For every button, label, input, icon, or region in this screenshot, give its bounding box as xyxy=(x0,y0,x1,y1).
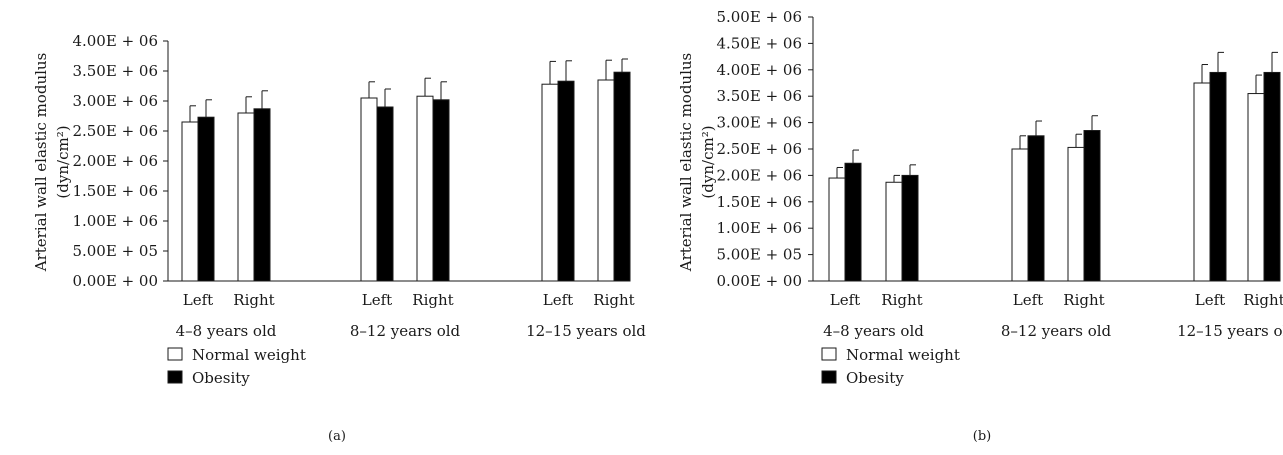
y-tick-label: 0.00E + 00 xyxy=(72,272,158,290)
y-tick-label: 5.00E + 05 xyxy=(72,242,158,260)
x-tick-label-left: Left xyxy=(362,291,392,309)
group-label: 4–8 years old xyxy=(176,322,277,340)
y-tick-label: 2.00E + 06 xyxy=(72,152,158,170)
y-tick-label: 3.50E + 06 xyxy=(72,62,158,80)
y-tick-label: 3.00E + 06 xyxy=(716,114,802,132)
y-tick-label: 4.00E + 06 xyxy=(716,61,802,79)
y-axis-unit: (dyn/cm²) xyxy=(699,125,717,198)
group-label: 12–15 years old xyxy=(526,322,646,340)
bar-normal-weight xyxy=(360,97,378,282)
group-label: 4–8 years old xyxy=(823,322,924,340)
bar-normal-weight xyxy=(1247,93,1265,282)
y-tick-label: 3.50E + 06 xyxy=(716,87,802,105)
y-tick-label: 1.50E + 06 xyxy=(716,193,802,211)
bar-obesity xyxy=(1083,130,1101,282)
y-tick-label: 1.50E + 06 xyxy=(72,182,158,200)
x-tick-label-left: Left xyxy=(1195,291,1225,309)
group-label: 8–12 years old xyxy=(350,322,461,340)
y-axis-label: Arterial wall elastic modulus xyxy=(32,53,50,273)
y-tick-label: 5.00E + 05 xyxy=(716,246,802,264)
legend-label-obesity: Obesity xyxy=(846,369,904,387)
bar-obesity xyxy=(1027,135,1045,282)
x-tick-label-right: Right xyxy=(233,291,274,309)
legend-label-normal-weight: Normal weight xyxy=(846,346,960,364)
y-tick-label: 5.00E + 06 xyxy=(716,8,802,26)
bar-normal-weight xyxy=(885,181,903,282)
bar-obesity xyxy=(197,116,215,282)
bar-obesity xyxy=(432,99,450,282)
bar-normal-weight xyxy=(541,83,559,282)
x-tick-label-left: Left xyxy=(830,291,860,309)
bar-normal-weight xyxy=(828,177,846,282)
x-tick-label-right: Right xyxy=(1063,291,1104,309)
bar-obesity xyxy=(1209,71,1227,282)
y-tick-label: 1.00E + 06 xyxy=(716,219,802,237)
group-label: 8–12 years old xyxy=(1001,322,1112,340)
y-tick-label: 2.00E + 06 xyxy=(716,166,802,184)
bar-normal-weight xyxy=(237,112,255,282)
x-tick-label-right: Right xyxy=(1243,291,1283,309)
panel-label: (b) xyxy=(973,429,991,444)
bar-obesity xyxy=(253,108,271,282)
bar-normal-weight xyxy=(1011,148,1029,282)
x-tick-label-left: Left xyxy=(543,291,573,309)
y-axis-label: Arterial wall elastic modulus xyxy=(677,53,695,273)
bar-obesity xyxy=(901,174,919,282)
bar-obesity xyxy=(844,162,862,282)
x-tick-label-right: Right xyxy=(881,291,922,309)
legend-swatch-obesity xyxy=(167,370,183,384)
y-tick-label: 1.00E + 06 xyxy=(72,212,158,230)
x-tick-label-right: Right xyxy=(412,291,453,309)
x-tick-label-left: Left xyxy=(183,291,213,309)
y-axis-unit: (dyn/cm²) xyxy=(54,125,72,198)
bar-obesity xyxy=(613,71,631,282)
y-tick-label: 3.00E + 06 xyxy=(72,92,158,110)
y-tick-label: 4.00E + 06 xyxy=(72,32,158,50)
bar-obesity xyxy=(376,106,394,282)
bar-normal-weight xyxy=(416,95,434,282)
y-tick-label: 4.50E + 06 xyxy=(716,34,802,52)
x-tick-label-left: Left xyxy=(1013,291,1043,309)
legend-swatch-obesity xyxy=(821,370,837,384)
bar-normal-weight xyxy=(181,121,199,282)
bar-normal-weight xyxy=(1067,146,1085,282)
bar-obesity xyxy=(557,80,575,282)
y-tick-label: 2.50E + 06 xyxy=(72,122,158,140)
y-tick-label: 2.50E + 06 xyxy=(716,140,802,158)
chart-panel-a: 0.00E + 00 5.00E + 05 1.00E + 06 1.50E + 06… xyxy=(32,32,646,444)
bar-normal-weight xyxy=(1193,82,1211,282)
panel-label: (a) xyxy=(328,429,346,444)
legend-label-obesity: Obesity xyxy=(192,369,250,387)
legend-swatch-normal-weight xyxy=(821,347,837,361)
bar-obesity xyxy=(1263,71,1281,282)
legend-swatch-normal-weight xyxy=(167,347,183,361)
group-label: 12–15 years old xyxy=(1177,322,1283,340)
bar-normal-weight xyxy=(597,79,615,282)
legend-label-normal-weight: Normal weight xyxy=(192,346,306,364)
y-tick-label: 0.00E + 00 xyxy=(716,272,802,290)
x-tick-label-right: Right xyxy=(593,291,634,309)
chart-panel-b: 0.00E + 00 5.00E + 05 1.00E + 06 1.50E + 06… xyxy=(677,8,1283,444)
